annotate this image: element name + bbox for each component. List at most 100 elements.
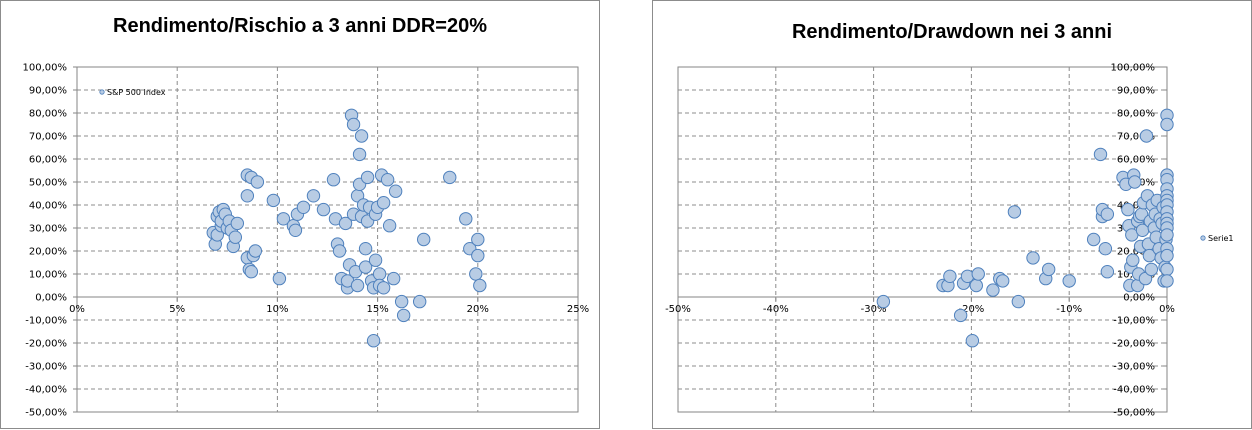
y-tick-label: 10,00%: [29, 270, 67, 281]
y-tick-label: -40,00%: [1113, 385, 1155, 396]
data-point: [416, 232, 431, 247]
data-point: [358, 242, 373, 256]
data-point: [1160, 274, 1174, 288]
data-point: [459, 212, 473, 226]
y-tick-label: -10,00%: [25, 316, 67, 327]
x-tick-label: 0%: [1159, 304, 1175, 315]
x-tick-label: -40%: [763, 304, 789, 315]
data-point: [332, 244, 347, 258]
y-tick-label: 100,00%: [1111, 63, 1156, 74]
x-tick-label: 5%: [169, 304, 185, 315]
data-point: [386, 271, 401, 286]
y-tick-label: -20,00%: [1113, 339, 1155, 350]
data-point: [1007, 205, 1022, 219]
data-point: [352, 147, 367, 162]
data-point: [995, 274, 1010, 288]
data-point: [272, 271, 287, 286]
data-point: [240, 189, 255, 203]
data-point: [230, 216, 245, 231]
data-point: [969, 278, 983, 293]
data-point: [376, 196, 391, 210]
data-point: [953, 308, 968, 323]
scatter-plot-right: -50% -40% -30% -20% -10% 0% 100,00% 90,00% 80,00…: [665, 63, 1233, 419]
data-point: [360, 170, 375, 185]
data-point: [1093, 147, 1108, 162]
data-point: [368, 253, 383, 267]
y-tick-label: 50,00%: [29, 178, 67, 189]
data-point: [1026, 251, 1040, 265]
y-tick-label: 0,00%: [1123, 293, 1155, 304]
x-tick-label: 10%: [266, 304, 288, 315]
data-point: [443, 170, 457, 185]
data-point: [1100, 207, 1115, 221]
data-point: [306, 189, 321, 203]
data-point: [1086, 232, 1101, 247]
y-tick-label: 40,00%: [1117, 201, 1155, 212]
data-point: [971, 267, 985, 281]
x-tick-label: -50%: [665, 304, 691, 315]
data-point: [1139, 129, 1154, 143]
data-point: [1160, 117, 1174, 132]
data-point: [1160, 228, 1174, 242]
data-point: [1121, 202, 1135, 217]
data-point: [354, 129, 369, 143]
y-tick-label: 70,00%: [29, 132, 67, 143]
x-tick-label: 20%: [467, 304, 489, 315]
y-tick-label: -30,00%: [25, 362, 67, 373]
data-point: [350, 278, 365, 293]
y-tick-label: 60,00%: [1117, 155, 1155, 166]
data-point: [288, 223, 303, 238]
data-point: [1128, 175, 1142, 189]
x-tick-label: -30%: [861, 304, 887, 315]
x-tick-label: -10%: [1056, 304, 1082, 315]
data-point: [266, 193, 281, 208]
data-point: [1144, 262, 1159, 277]
data-point: [358, 260, 373, 274]
data-point: [366, 334, 381, 348]
data-point: [338, 216, 353, 231]
data-point: [1160, 262, 1174, 277]
y-tick-label: 30,00%: [1117, 224, 1155, 235]
data-point: [388, 184, 403, 198]
data-point: [296, 200, 311, 215]
y-tick-label: 30,00%: [29, 224, 67, 235]
chart-panel-left: Rendimento/Rischio a 3 anni DDR=20% 0% 5%…: [0, 0, 600, 429]
data-point: [372, 267, 387, 281]
scatter-plot-left: 0% 5% 10% 15% 20% 25% 100,00% 90,00% 80,00% 70,00…: [23, 63, 590, 419]
y-tick-label: -50,00%: [25, 408, 67, 419]
y-tick-label: 60,00%: [29, 155, 67, 166]
data-point: [1062, 274, 1076, 288]
chart-panel-right: Rendimento/Drawdown nei 3 anni -50% -40% -…: [652, 0, 1252, 429]
data-point: [276, 212, 291, 226]
data-point: [1041, 262, 1056, 277]
data-point: [316, 202, 331, 217]
legend-label: S&P 500 Index: [107, 88, 166, 97]
data-point: [986, 283, 1000, 297]
data-point: [376, 281, 391, 295]
y-tick-label: -10,00%: [1113, 316, 1155, 327]
data-point: [326, 173, 341, 187]
x-tick-label: 0%: [69, 304, 85, 315]
chart-title-left: Rendimento/Rischio a 3 anni DDR=20%: [113, 15, 487, 37]
data-point: [228, 230, 243, 244]
y-tick-label: -20,00%: [25, 339, 67, 350]
y-tick-label: 100,00%: [23, 63, 68, 74]
data-point: [250, 175, 265, 189]
data-point: [473, 278, 487, 293]
data-point: [471, 232, 485, 247]
y-tick-label: 20,00%: [1117, 247, 1155, 258]
data-point: [469, 267, 483, 281]
y-tick-label: 80,00%: [1117, 109, 1155, 120]
data-point: [876, 294, 891, 309]
y-tick-label: -50,00%: [1113, 408, 1155, 419]
data-point: [396, 308, 411, 323]
data-point: [382, 219, 397, 233]
data-point: [965, 334, 980, 348]
x-tick-label: 25%: [567, 304, 589, 315]
y-tick-label: -40,00%: [25, 385, 67, 396]
plot-area: [677, 66, 1168, 413]
y-tick-label: 90,00%: [29, 86, 67, 97]
y-tick-label: 20,00%: [29, 247, 67, 258]
data-point: [412, 294, 427, 309]
data-point: [244, 265, 259, 279]
